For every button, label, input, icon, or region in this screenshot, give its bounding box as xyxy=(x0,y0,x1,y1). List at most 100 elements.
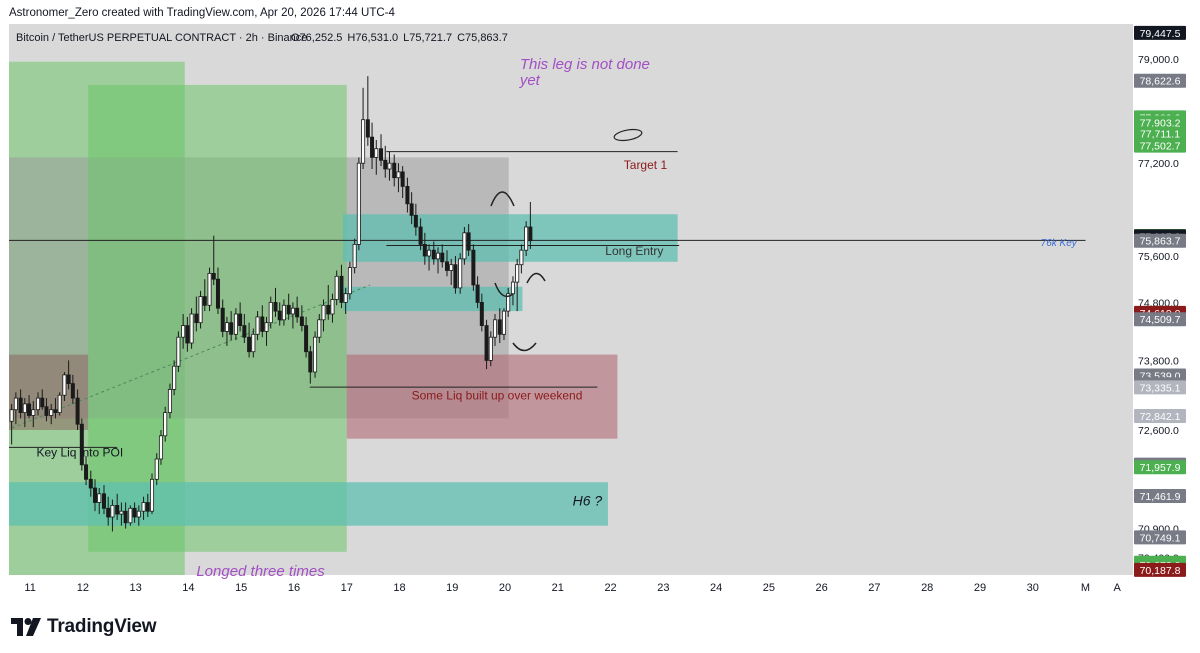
price-label: 78,622.6 xyxy=(1134,73,1186,88)
x-tick-label: 30 xyxy=(1027,582,1039,594)
candle-body xyxy=(440,252,445,263)
candle-body xyxy=(36,397,41,411)
candle xyxy=(321,299,326,332)
x-tick-label: 21 xyxy=(552,582,564,594)
candle xyxy=(167,383,172,419)
candle-body xyxy=(93,487,98,503)
candle-body xyxy=(22,403,27,413)
candle xyxy=(62,372,67,401)
candle xyxy=(93,479,98,512)
candle-body xyxy=(444,261,449,271)
candle-body xyxy=(286,304,291,315)
candle-body xyxy=(128,507,133,524)
candle-body xyxy=(374,148,379,158)
candle xyxy=(471,244,476,291)
x-tick-label: 28 xyxy=(921,582,933,594)
candle-body xyxy=(431,249,436,260)
x-tick-label: 29 xyxy=(974,582,986,594)
price-label: 71,957.9 xyxy=(1134,460,1186,475)
tradingview-logo[interactable]: TradingView xyxy=(11,615,157,639)
candle-body xyxy=(295,307,300,318)
candle xyxy=(506,287,511,317)
candle xyxy=(510,276,515,306)
candle-body xyxy=(84,464,89,480)
candle xyxy=(132,502,137,523)
candle-body xyxy=(238,313,243,327)
price-label: 74,509.7 xyxy=(1134,312,1186,327)
arc-drawing-right xyxy=(526,272,546,284)
price-label: 73,335.1 xyxy=(1134,380,1186,395)
candle-body xyxy=(62,374,67,396)
candle xyxy=(211,235,216,285)
candle-body xyxy=(528,226,533,242)
candle xyxy=(436,247,441,274)
candle xyxy=(198,290,203,329)
candle xyxy=(110,499,115,532)
candle xyxy=(361,87,366,169)
price-label-text: 79,447.5 xyxy=(1140,28,1181,40)
candle-body xyxy=(488,336,493,361)
candle xyxy=(488,331,493,367)
price-label-text: 77,711.1 xyxy=(1140,129,1180,141)
candle-body xyxy=(27,403,32,416)
candle xyxy=(356,157,361,251)
candle xyxy=(413,203,418,236)
candle xyxy=(444,250,449,277)
candle xyxy=(70,374,75,404)
candle-body xyxy=(484,325,489,361)
candle xyxy=(449,258,454,285)
price-label-text: 73,335.1 xyxy=(1140,382,1181,394)
price-label-box xyxy=(1134,138,1186,153)
ohlc-values: O76,252.5 H76,531.0 L75,721.7 C75,863.7 xyxy=(291,32,508,44)
candle xyxy=(347,261,352,300)
candle-body xyxy=(400,171,405,187)
x-tick-label: 20 xyxy=(499,582,511,594)
candle xyxy=(176,331,181,372)
price-label-box xyxy=(1134,73,1186,88)
annotation-text: This leg is not done xyxy=(520,56,650,73)
candle xyxy=(255,311,260,341)
candle-body xyxy=(458,258,463,289)
candle xyxy=(75,389,80,430)
target-circle-drawing xyxy=(613,128,643,142)
candle xyxy=(427,244,432,271)
candle-body xyxy=(493,319,498,338)
candle xyxy=(466,224,471,256)
price-label-box xyxy=(1134,233,1186,248)
price-label-text: 70,749.1 xyxy=(1140,532,1181,544)
candle-body xyxy=(207,272,212,306)
candle xyxy=(172,360,177,396)
candle xyxy=(154,453,159,486)
candle-body xyxy=(233,313,238,335)
candle-body xyxy=(392,162,397,179)
candle xyxy=(233,308,238,341)
candle xyxy=(387,151,392,181)
candle-body xyxy=(365,119,370,138)
price-label: 77,903.2 xyxy=(1134,115,1186,130)
candle xyxy=(400,166,405,198)
x-tick-label: A xyxy=(1113,582,1121,594)
x-tick-label: 17 xyxy=(341,582,353,594)
candle xyxy=(158,430,163,465)
candle xyxy=(268,296,273,329)
candle-body xyxy=(158,435,163,460)
candle-body xyxy=(281,304,286,321)
candle xyxy=(49,403,54,425)
candle-body xyxy=(383,159,388,170)
price-label-box xyxy=(1134,126,1186,141)
price-label: 79,447.5 xyxy=(1134,25,1186,40)
candle xyxy=(145,493,150,517)
candle-body xyxy=(471,249,476,286)
candle-body xyxy=(145,502,150,512)
candle xyxy=(370,122,375,169)
annotation-text: Long Entry xyxy=(605,244,663,258)
candle-body xyxy=(141,502,146,512)
candle-body xyxy=(215,278,220,309)
teal-zone-h6 xyxy=(9,482,608,526)
candle xyxy=(224,316,229,346)
candle xyxy=(44,398,49,422)
x-tick-label: 23 xyxy=(657,582,669,594)
candle-body xyxy=(44,406,49,416)
arc-drawing-bottom xyxy=(512,342,537,352)
